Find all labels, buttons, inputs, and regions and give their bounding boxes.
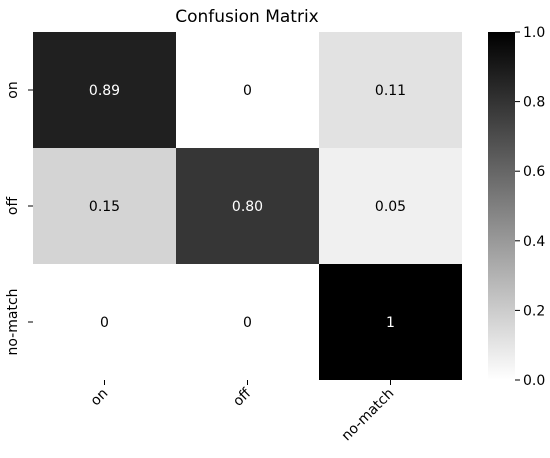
cell-value-label-2-1: 0 [243,315,252,331]
cell-value-label-0-0: 0.89 [89,83,120,99]
heatmap-cell-0-0 [33,32,176,148]
heatmap-cell-0-1 [176,32,319,148]
heatmap-cell-1-1 [176,148,319,264]
colorbar-tick-label-1: 0.2 [523,303,545,319]
cell-value-label-0-2: 0.11 [375,83,406,99]
x-tick-label-2: no-match [339,386,398,445]
x-tick-label-0: on [88,386,112,410]
chart-title: Confusion Matrix [175,7,319,27]
colorbar: 0.0 0.2 0.4 0.6 0.8 1.0 [488,25,545,389]
heatmap-cell-0-2 [319,32,462,148]
colorbar-gradient [488,32,515,380]
y-tick-label-1: off [5,197,21,216]
colorbar-tick-label-0: 0.0 [523,373,545,389]
x-tick-label-1: off [230,385,254,409]
colorbar-tick-label-3: 0.6 [523,164,545,180]
heatmap-cell-2-1 [176,264,319,380]
cell-value-label-1-0: 0.15 [89,199,120,215]
y-tick-label-0: on [5,81,21,98]
colorbar-tick-label-2: 0.4 [523,234,545,250]
x-axis-ticks: on off no-match [88,380,398,445]
colorbar-tick-label-4: 0.8 [523,95,545,111]
cell-value-label-2-0: 0 [100,315,109,331]
cell-value-label-1-2: 0.05 [375,199,406,215]
heatmap-cell-1-0 [33,148,176,264]
heatmap-cell-2-0 [33,264,176,380]
cell-value-label-0-1: 0 [243,83,252,99]
heatmap-cell-2-2 [319,264,462,380]
cell-value-label-2-2: 1 [386,315,395,331]
heatmap-cells: 0.89 0 0.11 0.15 0.80 0.05 0 0 1 [33,32,462,380]
cell-value-label-1-1: 0.80 [232,199,263,215]
colorbar-tick-label-5: 1.0 [523,25,545,41]
y-tick-label-2: no-match [5,288,21,355]
heatmap-cell-1-2 [319,148,462,264]
y-axis-ticks: on off no-match [5,81,33,356]
